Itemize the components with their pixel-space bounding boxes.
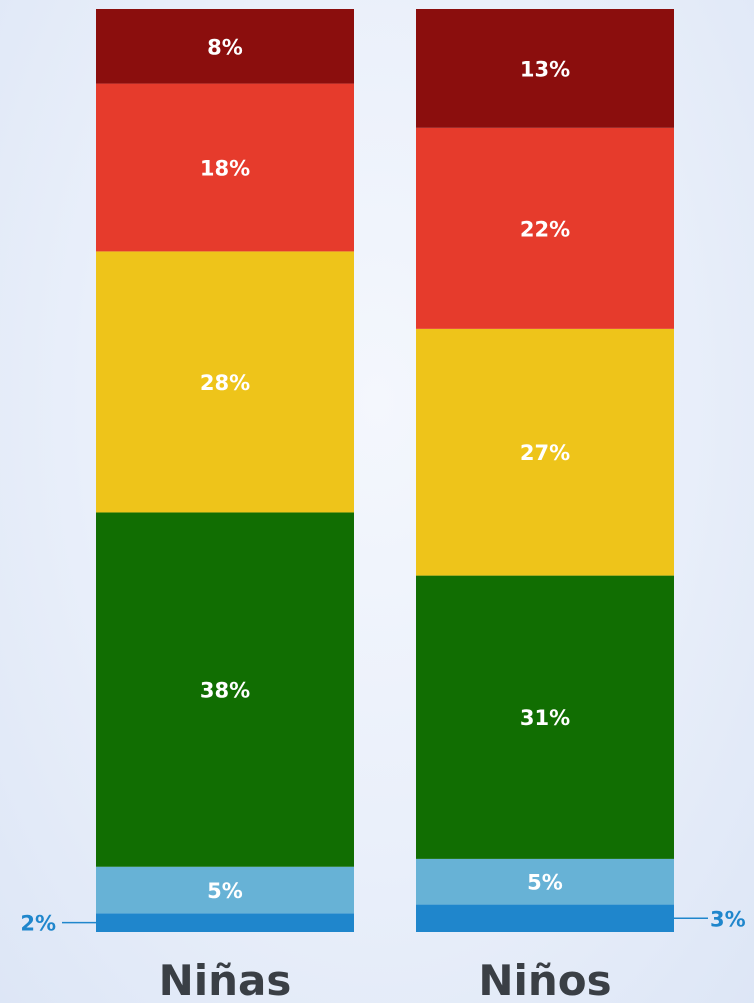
segment-label-1-3: 27% <box>520 441 570 465</box>
segment-label-1-2: 31% <box>520 706 570 730</box>
bar-segment-0-0 <box>96 913 354 932</box>
bar-segment-1-1 <box>416 858 674 905</box>
segment-label-0-1: 5% <box>207 879 243 903</box>
category-label-1: Niños <box>478 956 611 1003</box>
segment-label-1-0: 3% <box>710 907 746 931</box>
bar-segment-0-4 <box>96 83 354 252</box>
bar-segment-0-3 <box>96 251 354 513</box>
bar-segment-1-3 <box>416 328 674 576</box>
segment-label-1-1: 5% <box>527 871 563 895</box>
segment-label-0-5: 8% <box>207 35 243 59</box>
bar-segment-1-2 <box>416 575 674 859</box>
segment-label-0-3: 28% <box>200 371 250 395</box>
bar-segment-0-1 <box>96 866 354 914</box>
bar-segment-1-5 <box>416 9 674 128</box>
segment-label-0-0: 2% <box>20 912 56 936</box>
segment-label-1-4: 22% <box>520 217 570 241</box>
bar-segment-1-4 <box>416 127 674 329</box>
bar-segment-0-2 <box>96 512 354 867</box>
bar-segment-0-5 <box>96 9 354 84</box>
segment-label-0-4: 18% <box>200 156 250 180</box>
category-label-0: Niñas <box>159 956 292 1003</box>
segment-label-1-5: 13% <box>520 57 570 81</box>
segment-label-0-2: 38% <box>200 679 250 703</box>
bar-segment-1-0 <box>416 904 674 932</box>
